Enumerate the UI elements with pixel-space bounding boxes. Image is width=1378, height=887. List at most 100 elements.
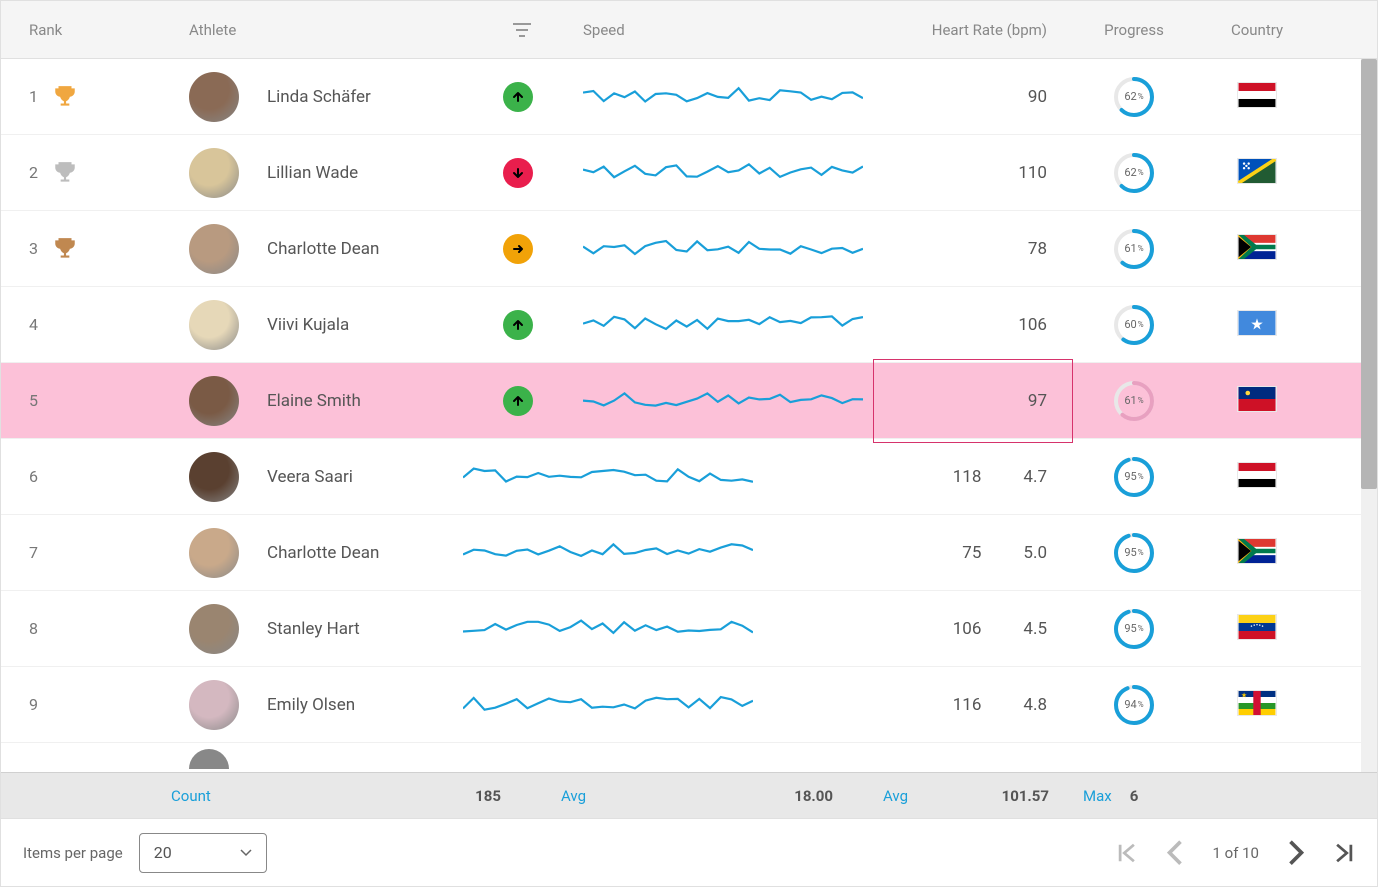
avatar [189,452,239,502]
scrollbar[interactable] [1361,59,1377,772]
heart-rate-value: 78 [1028,239,1047,259]
header-speed[interactable]: Speed [561,21,873,39]
summary-prog-value: 6 [1130,787,1139,805]
extra-value: 4.8 [1023,695,1047,715]
athlete-name: Elaine Smith [267,391,475,411]
athlete-name: Viivi Kujala [267,315,475,335]
sparkline-chart [583,233,863,261]
sparkline-chart [583,81,863,109]
table-row[interactable]: 7 Charlotte Dean 755.0 95% [1,515,1377,591]
summary-prog-label: Max [1083,787,1112,805]
table-row[interactable]: 9 Emily Olsen 1164.8 94% [1,667,1377,743]
trend-up-icon [503,310,533,340]
header-progress[interactable]: Progress [1073,21,1195,39]
table-row[interactable]: 1 Linda Schäfer 90 62% [1,59,1377,135]
table-row[interactable]: 3 Charlotte Dean 78 61% [1,211,1377,287]
sparkline-chart [463,613,753,641]
rank-number: 3 [29,239,38,258]
header-country[interactable]: Country [1195,21,1319,39]
summary-hr-label: Avg [883,787,908,805]
progress-ring: 95% [1113,532,1155,574]
rank-number: 4 [29,315,38,334]
chevron-down-icon [240,849,252,857]
heart-rate-value: 106 [1018,315,1047,335]
flag-icon [1237,234,1277,260]
avatar [189,224,239,274]
prev-page-button[interactable] [1164,842,1186,864]
table-body: 1 Linda Schäfer 90 62% 2 Lillian Wade 11… [1,59,1377,772]
flag-icon [1237,614,1277,640]
flag-icon [1237,462,1277,488]
progress-ring: 62% [1113,76,1155,118]
summary-speed-value: 18.00 [794,787,833,805]
rank-number: 9 [29,695,38,714]
rank-number: 6 [29,467,38,486]
table-row[interactable]: 2 Lillian Wade 110 62% [1,135,1377,211]
flag-icon [1237,386,1277,412]
trophy-icon [52,236,78,262]
athlete-name: Charlotte Dean [267,239,475,259]
next-page-button[interactable] [1285,842,1307,864]
trend-flat-icon [503,234,533,264]
heart-rate-value: 97 [1028,391,1047,411]
progress-ring: 95% [1113,456,1155,498]
pagination-bar: Items per page 20 1 of 10 [1,818,1377,886]
sparkline-chart [463,537,753,565]
progress-ring: 95% [1113,608,1155,650]
progress-ring: 61% [1113,228,1155,270]
sparkline-chart [583,157,863,185]
summary-hr-value: 101.57 [1002,787,1049,805]
heart-rate-value: 90 [1028,87,1047,107]
last-page-button[interactable] [1333,842,1355,864]
rank-number: 8 [29,619,38,638]
athlete-name: Lillian Wade [267,163,475,183]
sparkline-chart [463,689,753,717]
heart-rate-value: 75 [962,543,981,563]
filter-icon[interactable] [513,23,531,37]
flag-icon [1237,310,1277,336]
progress-ring: 62% [1113,152,1155,194]
header-athlete[interactable]: Athlete [171,21,561,39]
table-row[interactable]: 5 Elaine Smith 97 61% [1,363,1377,439]
summary-athlete-label: Count [171,787,211,805]
avatar [189,528,239,578]
flag-icon [1237,82,1277,108]
scrollbar-thumb[interactable] [1361,59,1377,489]
sparkline-chart [583,309,863,337]
page-indicator: 1 of 10 [1212,844,1259,862]
heart-rate-value: 118 [953,467,982,487]
extra-value: 4.5 [1023,619,1047,639]
athlete-name: Veera Saari [267,467,475,487]
items-per-page-select[interactable]: 20 [139,833,267,873]
trend-up-icon [503,386,533,416]
first-page-button[interactable] [1116,842,1138,864]
rank-number: 5 [29,391,38,410]
progress-ring: 60% [1113,304,1155,346]
athlete-name: Stanley Hart [267,619,475,639]
rank-number: 2 [29,163,38,182]
items-per-page-value: 20 [154,843,172,862]
avatar [189,72,239,122]
header-rank[interactable]: Rank [1,21,171,39]
table-row[interactable]: 4 Viivi Kujala 106 60% [1,287,1377,363]
heart-rate-value: 116 [953,695,982,715]
data-grid: Rank Athlete Speed Heart Rate (bpm) Prog… [0,0,1378,887]
trophy-icon [52,160,78,186]
summary-row: Count 185 Avg 18.00 Avg 101.57 Max 6 [1,772,1377,818]
heart-rate-value: 106 [953,619,982,639]
extra-value: 4.7 [1023,467,1047,487]
table-row[interactable] [1,743,1377,772]
avatar [189,749,229,769]
summary-speed-label: Avg [561,787,586,805]
trend-down-icon [503,158,533,188]
table-row[interactable]: 8 Stanley Hart 106 4.5 95% [1,591,1377,667]
summary-athlete-value: 185 [475,787,501,805]
avatar [189,148,239,198]
athlete-name: Linda Schäfer [267,87,475,107]
header-athlete-label: Athlete [189,21,236,39]
header-heart-rate[interactable]: Heart Rate (bpm) [873,21,1073,39]
rank-number: 1 [29,87,38,106]
flag-icon [1237,690,1277,716]
table-row[interactable]: 6 Veera Saari 118 4.7 95% [1,439,1377,515]
avatar [189,604,239,654]
